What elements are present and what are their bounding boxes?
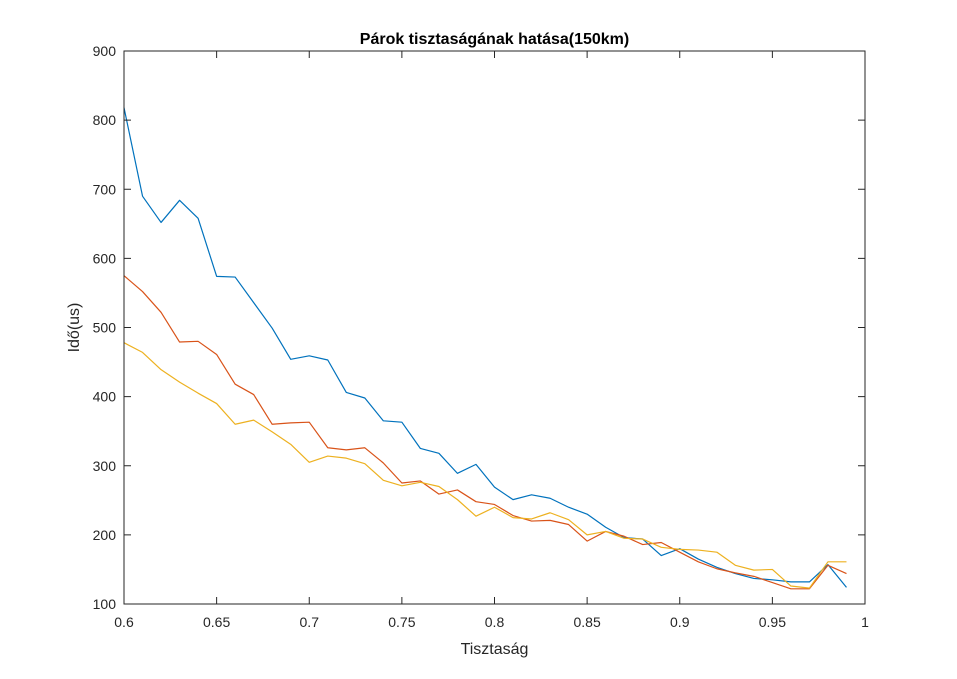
y-tick-label: 900 bbox=[93, 43, 117, 59]
y-tick-label: 600 bbox=[93, 250, 117, 266]
x-tick-label: 0.8 bbox=[485, 614, 505, 630]
x-axis-label: Tisztaság bbox=[461, 641, 529, 658]
y-tick-label: 700 bbox=[93, 181, 117, 197]
plot-area bbox=[124, 51, 865, 604]
y-axis-label: Idő(us) bbox=[66, 303, 83, 353]
series-layer bbox=[123, 107, 847, 590]
x-tick-label: 0.95 bbox=[759, 614, 786, 630]
y-tick-label: 200 bbox=[93, 527, 117, 543]
chart-title: Párok tisztaságának hatása(150km) bbox=[360, 31, 629, 48]
x-tick-label: 0.75 bbox=[388, 614, 415, 630]
x-tick-label: 0.7 bbox=[300, 614, 320, 630]
y-tick-label: 800 bbox=[93, 112, 117, 128]
x-tick-label: 0.65 bbox=[203, 614, 230, 630]
y-tick-label: 400 bbox=[93, 389, 117, 405]
x-tick-label: 1 bbox=[861, 614, 869, 630]
series-line-2 bbox=[123, 275, 847, 590]
x-tick-label: 0.6 bbox=[114, 614, 134, 630]
tick-layer: 0.6 0.65 0.7 0.75 0.8 0.85 0.9 0.95 1 100 200 300 40… bbox=[93, 43, 869, 630]
y-tick-label: 300 bbox=[93, 458, 117, 474]
x-tick-label: 0.85 bbox=[574, 614, 601, 630]
x-tick-label: 0.9 bbox=[670, 614, 690, 630]
y-tick-label: 100 bbox=[93, 596, 117, 612]
series-line-3 bbox=[123, 342, 847, 589]
y-tick-label: 500 bbox=[93, 320, 117, 336]
